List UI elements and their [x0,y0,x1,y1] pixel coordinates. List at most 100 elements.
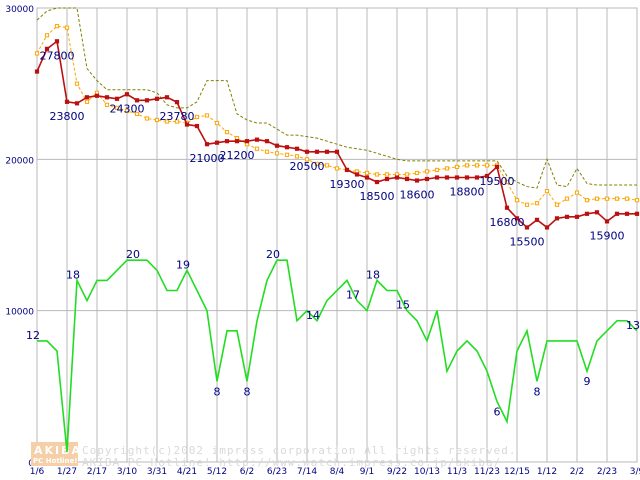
data-point-marker [624,196,630,201]
logo-background [31,442,78,466]
x-axis-tick-label: 3/10 [117,467,137,477]
data-point-marker [264,139,270,144]
data-point-marker [304,149,310,154]
data-point-marker [34,51,40,56]
x-axis-tick-label: 10/13 [414,467,440,477]
count-data-label: 6 [494,405,501,418]
x-axis-tick-label: 1/12 [537,467,557,477]
data-point-marker [454,175,460,180]
data-point-marker [274,143,280,148]
count-data-label: 18 [66,268,80,281]
count-data-label: 13 [626,319,640,332]
x-axis-tick-label: 6/2 [240,467,254,477]
data-point-marker [314,161,320,166]
data-point-marker [254,146,260,151]
data-point-marker [564,214,570,219]
data-point-marker [634,211,640,216]
count-data-label: 8 [244,385,251,398]
y-axis-tick-label: 30000 [5,5,34,15]
y-axis-tick-label: 10000 [5,308,34,318]
data-point-marker [574,214,580,219]
data-point-marker [594,196,600,201]
x-axis-tick-label: 3/9 [630,467,640,477]
data-point-marker [164,119,170,124]
data-point-marker [124,92,130,97]
x-axis-tick-label: 7/14 [297,467,317,477]
data-point-marker [84,95,90,100]
copyright-text: Copyright(c)2002 impress corporation All… [82,444,517,457]
x-axis-tick-label: 2/17 [87,467,107,477]
data-point-marker [214,120,220,126]
data-point-marker [304,157,310,162]
data-point-marker [64,25,70,30]
data-point-marker [474,163,480,168]
data-point-marker [174,119,180,124]
price-data-label: 15900 [590,229,625,242]
series-line-store-count [37,259,638,452]
data-point-marker [534,217,540,222]
data-point-marker [224,139,230,144]
series-line-max-price [36,7,637,189]
data-point-marker [294,154,300,159]
data-point-marker [194,123,200,129]
x-axis-tick-label: 5/12 [207,467,227,477]
data-point-marker [474,175,480,180]
data-point-marker [324,163,330,168]
data-point-marker [264,149,270,154]
data-point-marker [424,169,430,174]
data-point-marker [34,69,40,74]
data-point-marker [194,114,200,120]
x-axis-tick-label: 12/15 [504,467,530,477]
data-point-marker [444,166,450,171]
data-point-marker [544,189,550,194]
data-point-marker [574,190,580,195]
data-point-marker [374,172,380,177]
price-data-label: 24300 [110,102,145,115]
count-data-label: 12 [26,329,40,342]
data-point-marker [404,176,410,182]
data-point-marker [124,108,130,114]
data-point-marker [274,151,280,156]
data-point-marker [54,24,60,29]
x-axis-tick-label: 2/23 [597,467,617,477]
price-data-label: 18800 [450,185,485,198]
data-point-marker [244,139,250,144]
data-point-marker [104,95,110,100]
data-point-marker [584,211,590,216]
data-point-marker [104,102,110,107]
count-data-label: 20 [266,248,280,261]
x-axis-tick-label: 9/22 [387,467,407,477]
site-url-text: AKIBA PC Hotline! http://www.watch.impre… [82,456,501,469]
price-data-label: 23780 [160,110,195,123]
x-axis-tick-label: 3/31 [147,467,167,477]
data-point-marker [484,163,490,168]
data-point-marker [234,139,240,144]
x-axis-tick-label: 8/4 [330,467,345,477]
price-data-label: 18600 [400,189,435,202]
data-point-marker [634,198,640,203]
data-point-marker [184,122,190,127]
data-point-marker [564,196,570,201]
x-axis-tick-label: 11/23 [474,467,500,477]
data-point-marker [614,211,620,216]
count-data-label: 15 [396,299,410,312]
logo-title: AKIBA [34,444,82,457]
data-point-marker [314,149,320,154]
data-point-marker [504,205,510,210]
price-data-label: 19500 [480,175,515,188]
data-point-marker [414,170,420,176]
data-point-marker [514,198,520,203]
data-point-marker [444,175,450,180]
data-point-marker [174,100,180,105]
data-point-marker [154,96,160,101]
price-data-label: 27800 [40,49,75,62]
x-axis-tick-label: 2/2 [570,467,584,477]
data-point-marker [204,113,210,118]
count-data-label: 17 [346,289,360,302]
data-point-marker [524,225,530,230]
data-point-marker [384,176,390,182]
